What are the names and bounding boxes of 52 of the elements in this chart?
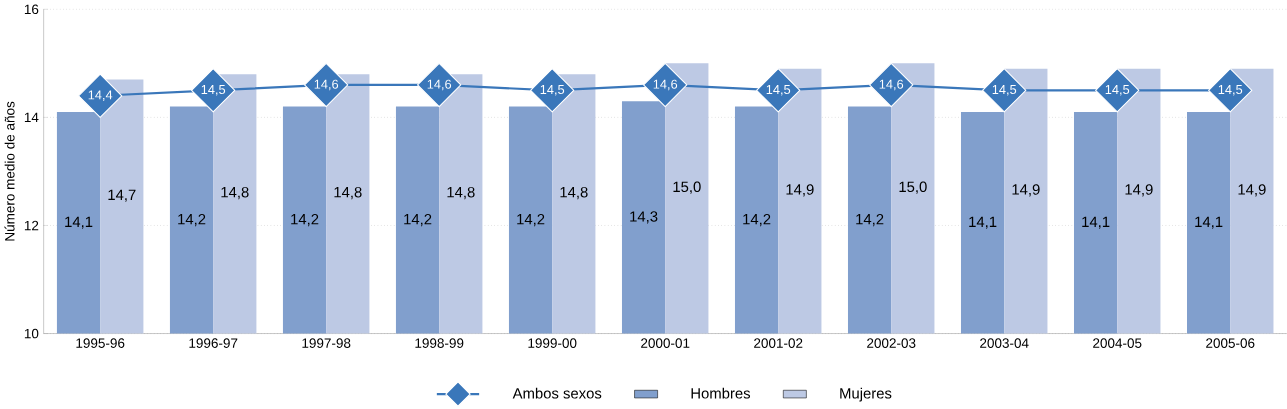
x-tick-label: 2001-02 — [754, 338, 803, 348]
data-label: 14,1 — [969, 216, 997, 229]
data-label: 14,5 — [540, 85, 565, 96]
data-label: 14,2 — [178, 213, 206, 227]
legend-label: Ambos sexos — [512, 387, 602, 399]
x-tick-label: 2005-06 — [1206, 338, 1255, 348]
y-tick-label: 12 — [24, 220, 39, 231]
data-label: 14,7 — [108, 189, 136, 202]
y-axis-title: Número medio de años — [4, 101, 15, 241]
data-label: 14,9 — [1238, 184, 1266, 197]
data-label: 14,5 — [1105, 85, 1130, 96]
data-label: 14,5 — [992, 85, 1017, 96]
data-label: 14,1 — [1082, 216, 1110, 229]
x-tick-label: 2002-03 — [867, 338, 916, 348]
data-label: 15,0 — [899, 181, 927, 194]
x-tick-label: 1999-00 — [528, 338, 577, 348]
data-label: 14,6 — [314, 79, 339, 91]
data-label: 14,5 — [201, 85, 226, 96]
data-label: 14,6 — [879, 79, 904, 91]
data-label: 14,1 — [1195, 216, 1223, 229]
data-label: 14,2 — [743, 213, 771, 227]
y-tick-label: 14 — [24, 112, 39, 123]
data-label: 14,8 — [334, 186, 362, 200]
data-label: 14,1 — [65, 216, 93, 229]
data-label: 14,2 — [404, 213, 432, 227]
x-tick-label: 1996-97 — [189, 338, 238, 348]
data-label: 14,8 — [221, 186, 249, 200]
x-tick-label: 2004-05 — [1093, 338, 1142, 348]
data-label: 14,8 — [447, 186, 475, 200]
data-label: 14,2 — [856, 213, 884, 227]
data-label: 14,8 — [560, 186, 588, 200]
data-label: 14,6 — [653, 79, 678, 91]
data-label: 14,2 — [291, 213, 319, 227]
data-label: 14,2 — [517, 213, 545, 227]
data-label: 14,5 — [766, 85, 791, 96]
x-tick-label: 2003-04 — [980, 338, 1029, 348]
data-label: 14,4 — [88, 90, 113, 102]
data-label: 14,3 — [630, 211, 658, 224]
x-tick-label: 1997-98 — [302, 338, 351, 348]
data-label: 14,5 — [1218, 85, 1243, 96]
x-tick-label: 1995-96 — [76, 338, 125, 348]
data-label: 14,9 — [1125, 184, 1153, 197]
x-tick-label: 1998-99 — [415, 338, 464, 348]
data-label: 14,9 — [786, 184, 814, 197]
y-tick-label: 10 — [24, 328, 39, 339]
x-tick-label: 2000-01 — [641, 338, 690, 348]
y-tick-label: 16 — [24, 4, 39, 15]
legend-label: Hombres — [691, 387, 751, 399]
data-label: 15,0 — [673, 181, 701, 194]
legend-label: Mujeres — [840, 387, 892, 402]
data-label: 14,9 — [1012, 184, 1040, 197]
data-label: 14,6 — [427, 79, 452, 91]
